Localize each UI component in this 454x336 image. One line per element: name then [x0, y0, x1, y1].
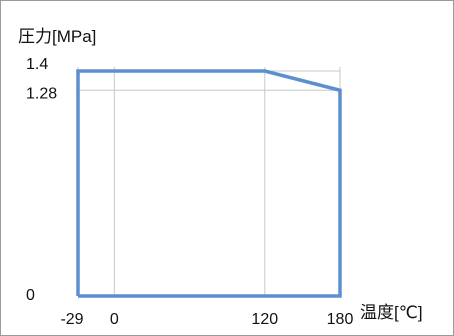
- series-group: [76, 69, 342, 298]
- x-axis-label: 温度[℃]: [360, 303, 423, 322]
- tick-labels: -29 0 120 180 0 1.28 1.4: [26, 56, 353, 328]
- x-tick-label-0: -29: [60, 311, 83, 328]
- x-tick-label-1: 0: [110, 311, 119, 328]
- x-tick-label-3: 180: [327, 311, 354, 328]
- series-line-0: [76, 69, 342, 298]
- grid-lines: [77, 67, 341, 296]
- x-tick-label-2: 120: [251, 311, 278, 328]
- y-tick-label-2: 1.4: [26, 56, 48, 73]
- y-tick-label-1: 1.28: [26, 85, 57, 102]
- y-axis-label: 圧力[MPa]: [18, 27, 96, 46]
- y-tick-label-0: 0: [26, 287, 35, 304]
